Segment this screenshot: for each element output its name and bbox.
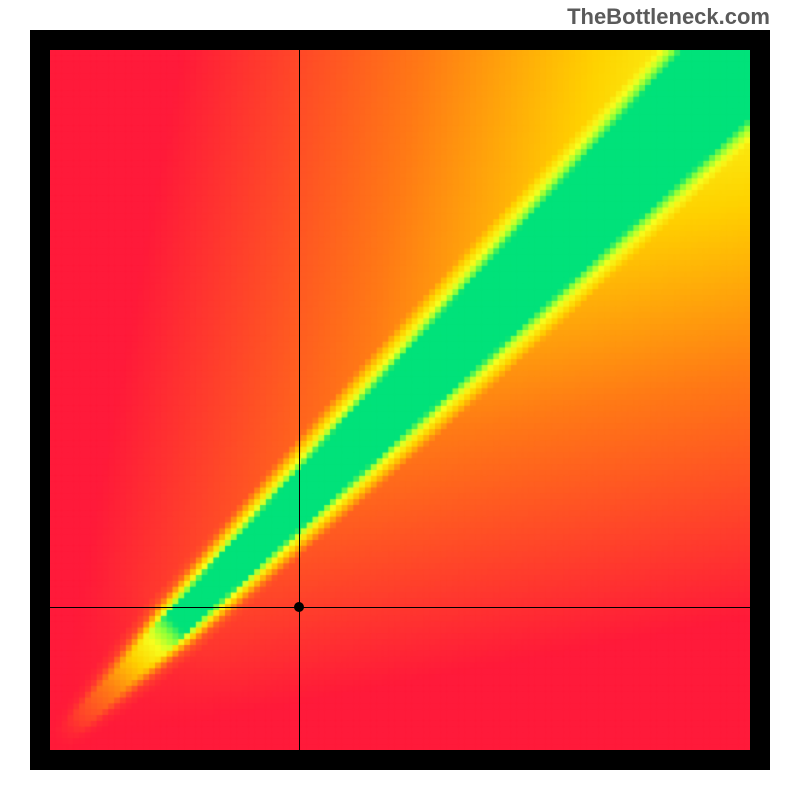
chart-frame [30,30,770,770]
crosshair-horizontal [50,607,750,608]
crosshair-vertical [299,50,300,750]
heatmap-canvas [50,50,750,750]
bottleneck-chart-container: TheBottleneck.com [0,0,800,800]
plot-area [50,50,750,750]
attribution-text: TheBottleneck.com [567,4,770,30]
marker-dot [294,602,304,612]
